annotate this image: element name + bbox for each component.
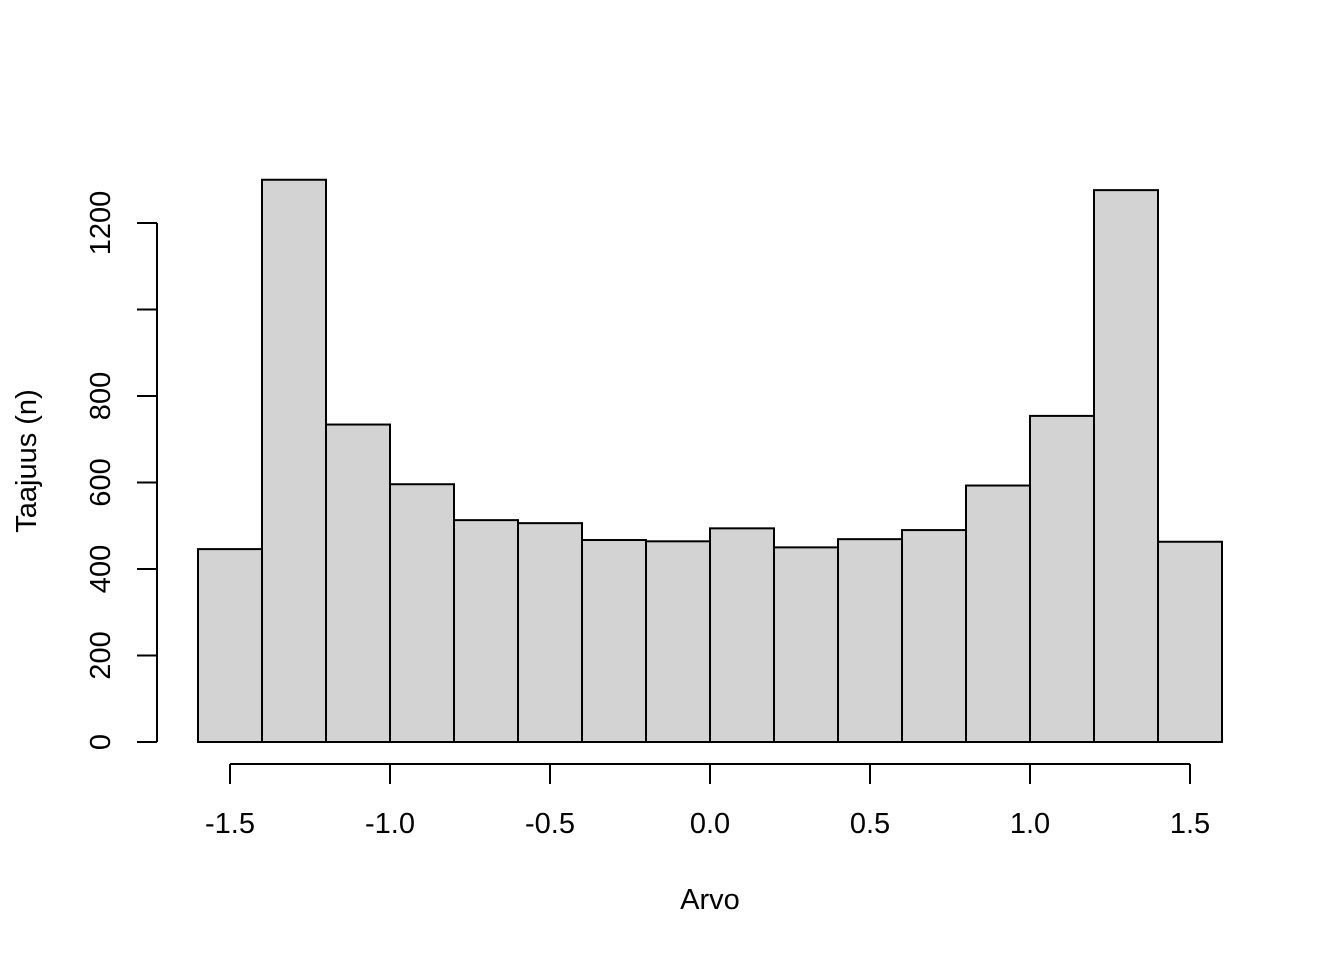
y-tick-label: 600 xyxy=(85,458,117,506)
y-axis: 0 200 400 600 800 1200 xyxy=(85,191,158,750)
histogram-bar xyxy=(453,519,519,743)
histogram-bar xyxy=(645,540,711,743)
x-tick-label: 1.0 xyxy=(1010,808,1050,840)
histogram-bar xyxy=(197,548,263,743)
bars-group xyxy=(197,178,1223,744)
x-tick-label: 1.5 xyxy=(1170,808,1210,840)
histogram-bar xyxy=(517,522,583,744)
histogram-bar xyxy=(261,178,327,743)
histogram-bar xyxy=(901,529,967,744)
histogram-bar xyxy=(581,539,647,744)
histogram-bar xyxy=(709,527,775,743)
histogram-bar xyxy=(773,546,839,743)
x-axis-title: Arvo xyxy=(680,884,740,916)
x-axis: -1.5 -1.0 -0.5 0.0 0.5 1.0 1.5 xyxy=(205,763,1210,840)
y-tick-label: 400 xyxy=(85,545,117,593)
histogram-bar xyxy=(1157,540,1223,743)
x-tick-label: -1.5 xyxy=(205,808,255,840)
x-tick-label: 0.0 xyxy=(690,808,730,840)
histogram-bar xyxy=(389,483,455,743)
x-tick-label: -0.5 xyxy=(525,808,575,840)
histogram-bar xyxy=(325,423,391,743)
histogram-bar xyxy=(1093,189,1159,743)
histogram-bar xyxy=(1029,414,1095,743)
x-tick-label: 0.5 xyxy=(850,808,890,840)
y-tick-label: 1200 xyxy=(85,191,117,256)
y-tick-label: 0 xyxy=(85,734,117,750)
histogram-bar xyxy=(837,538,903,743)
histogram-bar xyxy=(965,484,1031,743)
y-tick-label: 200 xyxy=(85,631,117,679)
x-tick-label: -1.0 xyxy=(365,808,415,840)
y-axis-title: Taajuus (n) xyxy=(11,389,43,532)
y-tick-label: 800 xyxy=(85,372,117,420)
